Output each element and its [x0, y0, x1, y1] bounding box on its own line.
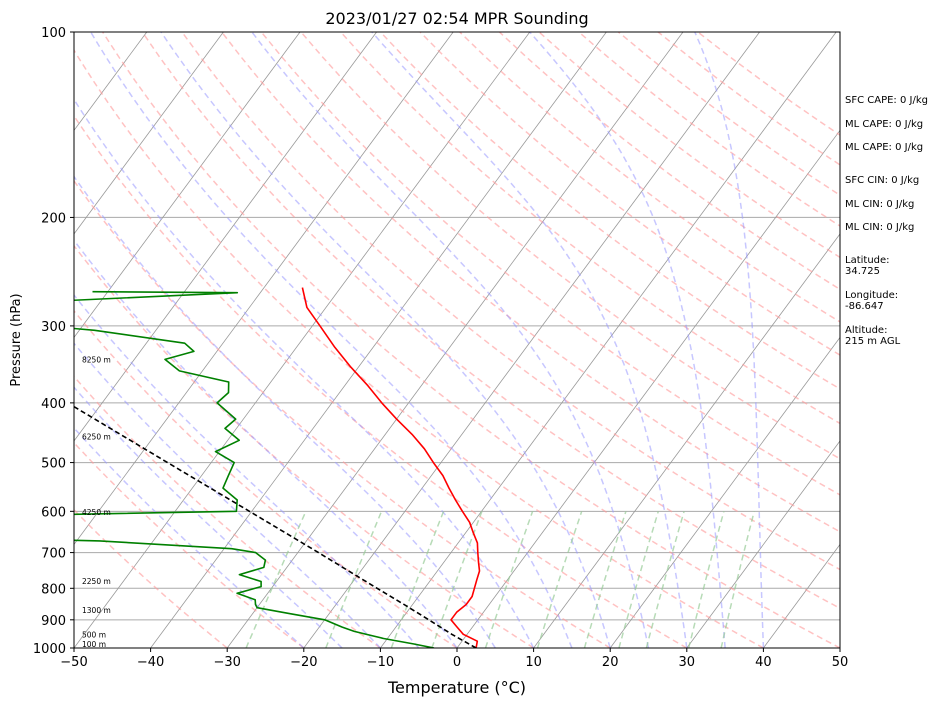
y-tick-label: 900	[41, 614, 66, 629]
x-tick-label: −30	[213, 655, 240, 670]
moist-adiabat-line	[74, 239, 458, 648]
x-tick-label: −20	[290, 655, 317, 670]
moist-adiabat-line	[529, 32, 726, 648]
height-label: 8250 m	[82, 355, 111, 364]
x-tick-label: 0	[453, 655, 461, 670]
mixing-ratio-line	[484, 511, 534, 648]
isotherm-line	[74, 32, 454, 546]
dry-adiabat-line	[419, 32, 840, 356]
dry-adiabat-line	[181, 32, 840, 571]
x-tick-label: −40	[137, 655, 164, 670]
mixing-ratio-line	[583, 511, 627, 648]
isotherm-line	[74, 32, 224, 235]
mixing-ratio-line	[536, 511, 583, 648]
plot-background	[74, 32, 840, 648]
x-tick-label: −10	[367, 655, 394, 670]
moist-adiabat-line	[251, 32, 650, 648]
height-label: 6250 m	[82, 432, 111, 441]
isotherm-line	[686, 440, 840, 648]
mixing-ratio-line	[645, 511, 685, 648]
dry-adiabat-line	[379, 32, 840, 390]
y-tick-label: 300	[41, 320, 66, 335]
y-tick-layer: 100 200 300 400 500 600 700 800 900 1000	[33, 26, 74, 657]
y-tick-label: 200	[41, 211, 66, 226]
isotherm-line	[533, 233, 840, 648]
chart-title: 2023/01/27 02:54 MPR Sounding	[325, 9, 588, 28]
x-tick-label: 20	[602, 655, 619, 670]
isotherm-line	[609, 336, 840, 648]
y-tick-label: 1000	[33, 642, 66, 657]
moist-adiabat-line	[74, 386, 343, 648]
isotherm-line	[74, 32, 301, 339]
grid-layer	[74, 32, 840, 648]
y-axis-label: Pressure (hPa)	[9, 293, 24, 386]
x-tick-label: 40	[755, 655, 772, 670]
dry-adiabat-line	[74, 244, 535, 648]
height-label: 500 m	[82, 631, 106, 640]
mixing-ratio-line	[720, 511, 755, 648]
dry-adiabat-line	[74, 114, 688, 648]
isotherm-line	[456, 129, 840, 648]
height-label: 2250 m	[82, 577, 111, 586]
x-tick-label: 10	[525, 655, 542, 670]
dry-adiabat-line	[74, 309, 458, 648]
x-tick-layer: −50 −40 −30 −20 −10 0 10 20 30 40 50	[60, 648, 848, 670]
y-tick-label: 100	[41, 26, 66, 41]
dry-adiabat-line	[221, 32, 840, 533]
y-tick-label: 600	[41, 505, 66, 520]
ml-cape-text-2: ML CAPE: 0 J/kg	[845, 142, 924, 153]
isotherm-line	[226, 32, 684, 648]
x-tick-label: −50	[60, 655, 87, 670]
mixing-ratio-line	[687, 511, 725, 648]
temperature-profile-line	[301, 287, 481, 648]
parcel-profile-line	[74, 405, 477, 648]
isotherm-line	[380, 32, 837, 648]
isotherm-line	[763, 543, 840, 648]
dry-adiabat-line	[498, 32, 840, 291]
height-label: 1300 m	[82, 606, 111, 615]
dry-adiabat-line	[141, 32, 840, 610]
isotherm-line	[74, 32, 531, 648]
mixing-ratio-line	[618, 511, 660, 648]
latitude-text: Latitude: 34.725	[845, 255, 890, 277]
y-tick-label: 400	[41, 397, 66, 412]
dry-adiabat-line	[74, 375, 381, 648]
dry-adiabat-line	[74, 441, 305, 648]
height-label: 100 m	[82, 640, 106, 649]
x-tick-label: 30	[679, 655, 696, 670]
dry-adiabat-line	[340, 32, 840, 425]
sfc-cin-text: SFC CIN: 0 J/kg	[845, 175, 920, 186]
dry-adiabat-line	[74, 179, 611, 648]
altitude-text: Altitude: 215 m AGL	[845, 325, 901, 347]
mixing-ratio-line	[245, 510, 307, 648]
ml-cin-text-2: ML CIN: 0 J/kg	[845, 222, 915, 233]
moist-adiabat-line	[694, 32, 765, 648]
mixing-ratio-line	[431, 511, 483, 648]
moist-adiabat-line	[74, 98, 535, 648]
isotherm-line	[74, 32, 377, 442]
moist-adiabat-line	[74, 342, 381, 648]
y-tick-label: 800	[41, 582, 66, 597]
isotherm-line	[303, 32, 760, 648]
dewpoint-profile-line	[74, 290, 435, 648]
y-tick-label: 500	[41, 457, 66, 472]
longitude-text: Longitude: -86.647	[845, 290, 899, 312]
mixing-ratio-line	[390, 511, 445, 648]
dry-adiabat-line	[101, 32, 840, 648]
x-axis-label: Temperature (°C)	[387, 678, 526, 697]
sfc-cape-text: SFC CAPE: 0 J/kg	[845, 95, 928, 106]
ml-cin-text-1: ML CIN: 0 J/kg	[845, 199, 915, 210]
moist-adiabat-line	[371, 32, 688, 648]
ml-cape-text-1: ML CAPE: 0 J/kg	[845, 119, 924, 130]
dry-adiabat-line	[74, 48, 764, 648]
x-tick-label: 50	[832, 655, 849, 670]
y-tick-label: 700	[41, 547, 66, 562]
height-label: 4250 m	[82, 508, 111, 517]
mixing-ratio-line	[325, 511, 383, 648]
moist-adiabat-line	[90, 32, 573, 648]
series-layer	[74, 287, 481, 648]
